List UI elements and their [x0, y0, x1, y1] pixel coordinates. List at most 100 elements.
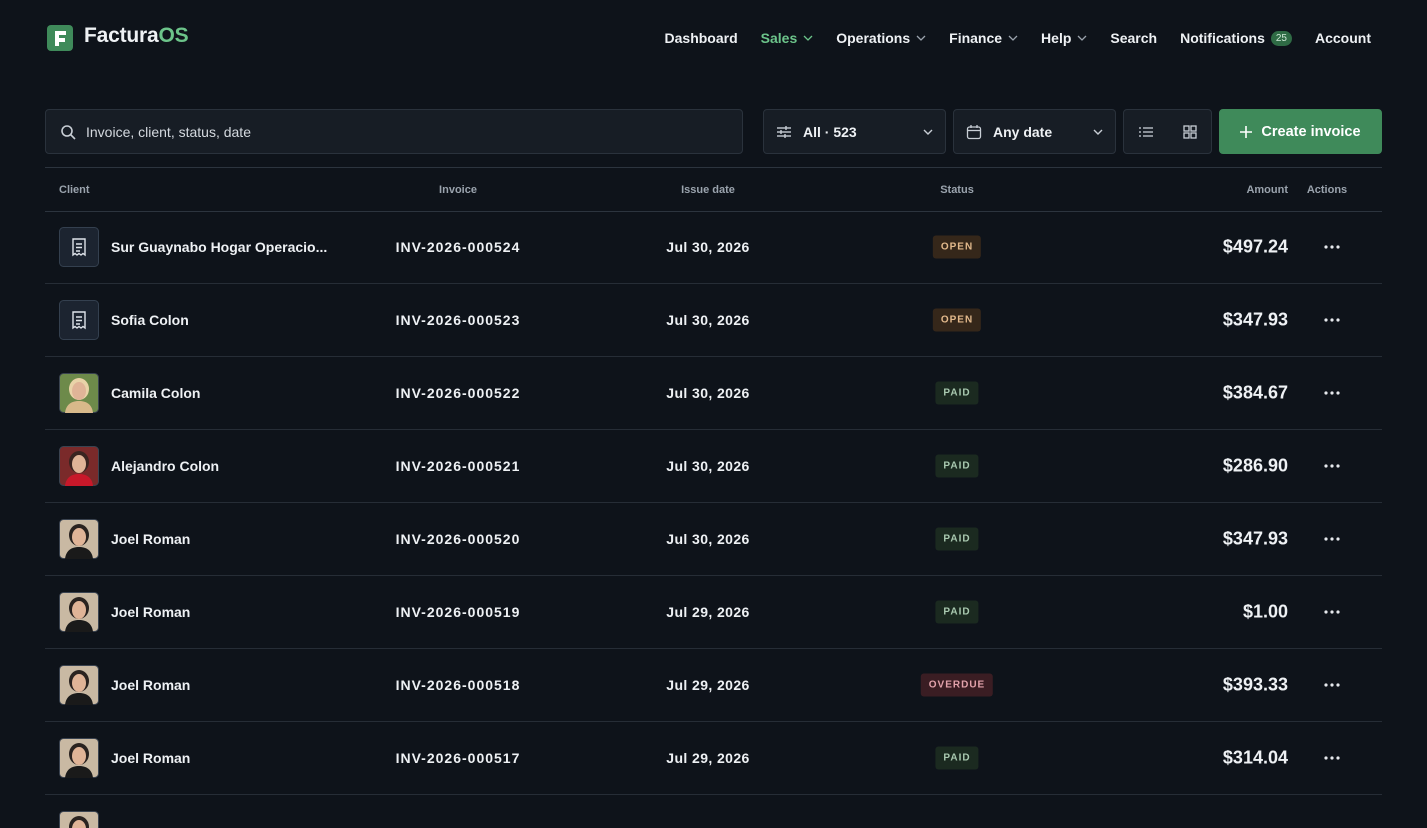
invoice-row[interactable]: Sur Guaynabo Hogar Operacio... INV-2026-0… [45, 211, 1382, 284]
nav-label: Help [1041, 30, 1072, 46]
chevron [1093, 129, 1103, 135]
action-dot [1330, 683, 1334, 687]
chevron-path [916, 35, 926, 41]
nav-label: Finance [949, 30, 1003, 46]
row-actions[interactable] [1324, 464, 1340, 468]
nav-item[interactable]: Notifications 25 [1180, 28, 1292, 48]
client-name: Sur Guaynabo Hogar Operacio... [111, 239, 328, 255]
filter-button[interactable]: All · 523 [763, 109, 946, 154]
action-dot [1336, 464, 1340, 468]
status-pill: PAID [935, 381, 979, 405]
action-dot [1336, 391, 1340, 395]
row-actions[interactable] [1324, 391, 1340, 395]
issue-date: Jul 30, 2026 [666, 239, 750, 255]
invoice-row[interactable]: Joel Roman INV-2026-000520 Jul 30, 2026 PAI… [45, 503, 1382, 576]
chevron [923, 129, 933, 135]
nav-item[interactable]: Operations [836, 28, 926, 48]
chevron-path [1008, 35, 1018, 41]
nav-item[interactable]: Search [1110, 28, 1157, 48]
row-actions[interactable] [1324, 610, 1340, 614]
invoice-number: INV-2026-000524 [395, 239, 521, 255]
action-dot [1324, 756, 1328, 760]
column-header[interactable]: Issue date [681, 183, 735, 196]
column-header: Actions [1306, 183, 1348, 196]
brand-main: Factura [84, 24, 159, 47]
row-actions[interactable] [1324, 318, 1340, 322]
photo-face [72, 674, 86, 692]
row-actions[interactable] [1324, 537, 1340, 541]
chevron [916, 35, 926, 41]
table-header: Client Invoice Issue date Status Amount Actio… [45, 167, 1382, 212]
invoice-number: INV-2026-000521 [395, 458, 521, 474]
invoice-row[interactable]: Joel Roman INV-2026-000518 Jul 29, 2026 OVE… [45, 649, 1382, 722]
chevron-path [803, 35, 813, 41]
row-actions[interactable] [1324, 756, 1340, 760]
amount: $393.33 [1222, 674, 1288, 695]
nav-item[interactable]: Finance [949, 28, 1018, 48]
grid-view[interactable] [1183, 124, 1197, 139]
amount: $1.00 [1242, 601, 1288, 622]
search-placeholder: Invoice, client, status, date [86, 123, 251, 140]
invoice-row[interactable]: Joel Roman INV-2026-000519 Jul 29, 2026 PAI… [45, 576, 1382, 649]
nav-item[interactable]: Dashboard [665, 28, 738, 48]
status-pill: PAID [935, 454, 979, 478]
column-header[interactable]: Client [59, 183, 90, 196]
action-dot [1336, 756, 1340, 760]
client-name: Joel Roman [111, 677, 191, 693]
search-box[interactable]: Invoice, client, status, date [45, 109, 743, 154]
view-toggle [1123, 109, 1212, 154]
invoice-number: INV-2026-000519 [395, 604, 521, 620]
row-actions[interactable] [1324, 683, 1340, 687]
action-dot [1330, 537, 1334, 541]
invoice-number: INV-2026-000517 [395, 750, 521, 766]
nav-label: Operations [836, 30, 911, 46]
issue-date: Jul 29, 2026 [666, 677, 750, 693]
nav-item[interactable]: Help [1041, 28, 1087, 48]
column-header[interactable]: Status [940, 183, 974, 196]
invoice-number: INV-2026-000520 [395, 531, 521, 547]
client-name: Sofia Colon [111, 312, 189, 328]
photo-face [72, 382, 86, 400]
create-invoice-button[interactable]: Create invoice [1219, 109, 1382, 154]
invoice-row-partial [45, 795, 1382, 828]
invoice-row[interactable]: Joel Roman INV-2026-000517 Jul 29, 2026 PAI… [45, 722, 1382, 795]
status-pill: PAID [935, 527, 979, 551]
document-icon [72, 311, 86, 330]
status-pill: PAID [935, 746, 979, 770]
amount: $314.04 [1222, 747, 1288, 768]
photo-body [65, 693, 93, 705]
client-name: Joel Roman [111, 531, 191, 547]
nav-item[interactable]: Account [1315, 28, 1371, 48]
nav-label: Account [1315, 30, 1371, 46]
issue-date: Jul 30, 2026 [666, 385, 750, 401]
chevron-path [1077, 35, 1087, 41]
action-dot [1330, 464, 1334, 468]
invoice-row[interactable]: Alejandro Colon INV-2026-000521 Jul 30, 20… [45, 430, 1382, 503]
invoice-row[interactable]: Camila Colon INV-2026-000522 Jul 30, 2026 P… [45, 357, 1382, 430]
date-filter[interactable]: Any date [953, 109, 1116, 154]
status-pill: OPEN [932, 235, 982, 259]
brand[interactable]: FacturaOS [84, 24, 189, 48]
nav-label: Sales [760, 30, 798, 46]
photo-face [72, 820, 86, 828]
nav-item[interactable]: Sales [761, 28, 814, 48]
action-dot [1336, 683, 1340, 687]
action-dot [1324, 391, 1328, 395]
calendar-icon [966, 124, 982, 139]
invoice-number: INV-2026-000523 [395, 312, 521, 328]
client-name: Joel Roman [111, 604, 191, 620]
column-header[interactable]: Amount [1246, 183, 1288, 196]
action-dot [1330, 318, 1334, 322]
list-view[interactable] [1138, 126, 1154, 138]
invoice-row[interactable]: Sofia Colon INV-2026-000523 Jul 30, 2026 OP… [45, 284, 1382, 357]
action-dot [1330, 610, 1334, 614]
column-header[interactable]: Invoice [439, 183, 477, 196]
client-avatar [59, 519, 99, 559]
nav: Dashboard Sales Operations Finance Help Searc… [665, 28, 1371, 48]
chevron [803, 35, 813, 41]
row-actions[interactable] [1324, 245, 1340, 249]
action-dot [1324, 537, 1328, 541]
nav-label: Dashboard [664, 30, 738, 46]
photo-face [72, 601, 86, 619]
